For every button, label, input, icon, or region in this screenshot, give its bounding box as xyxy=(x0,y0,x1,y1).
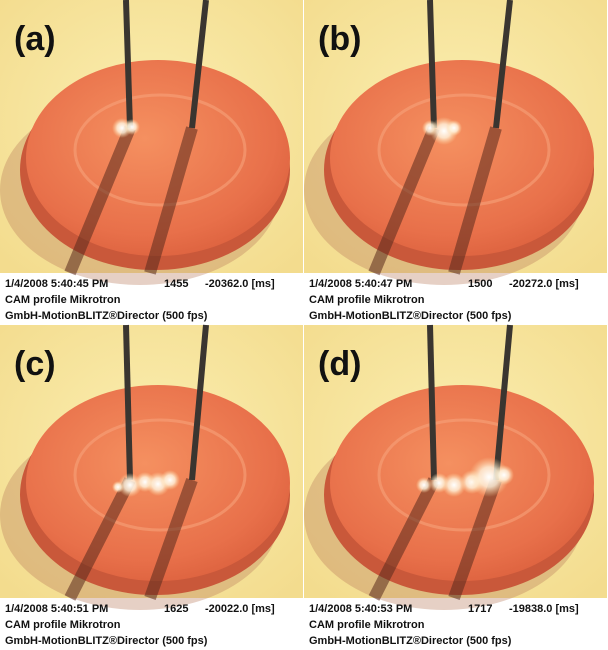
timestamp: 1/4/2008 5:40:51 PM xyxy=(5,603,108,615)
timestamp: 1/4/2008 5:40:47 PM xyxy=(309,278,412,290)
rod xyxy=(126,0,130,128)
panel: (d) 1/4/2008 5:40:53 PM 1717 -19838.0 [ms] C… xyxy=(304,325,607,647)
camera-line: GmbH-MotionBLITZ®Director (500 fps) xyxy=(5,635,208,647)
camera-line: CAM profile Mikrotron xyxy=(309,294,425,306)
time-offset: -20022.0 [ms] xyxy=(205,603,275,615)
panel: (b) 1/4/2008 5:40:47 PM 1500 -20272.0 [ms] C… xyxy=(304,0,607,322)
panel-label: (b) xyxy=(318,20,361,58)
frame-number: 1625 xyxy=(164,603,188,615)
rod xyxy=(126,325,130,480)
panel: (c) 1/4/2008 5:40:51 PM 1625 -20022.0 [ms] C… xyxy=(0,325,303,647)
camera-line: CAM profile Mikrotron xyxy=(309,619,425,631)
timestamp: 1/4/2008 5:40:45 PM xyxy=(5,278,108,290)
camera-line: GmbH-MotionBLITZ®Director (500 fps) xyxy=(5,310,208,322)
camera-line: GmbH-MotionBLITZ®Director (500 fps) xyxy=(309,310,512,322)
frame-number: 1455 xyxy=(164,278,188,290)
frame-number: 1500 xyxy=(468,278,492,290)
time-offset: -19838.0 [ms] xyxy=(509,603,579,615)
timestamp: 1/4/2008 5:40:53 PM xyxy=(309,603,412,615)
spark xyxy=(494,465,514,485)
camera-line: CAM profile Mikrotron xyxy=(5,294,121,306)
time-offset: -20362.0 [ms] xyxy=(205,278,275,290)
camera-line: GmbH-MotionBLITZ®Director (500 fps) xyxy=(309,635,512,647)
spark xyxy=(112,481,124,493)
spark xyxy=(446,120,462,136)
rod xyxy=(430,0,434,128)
time-offset: -20272.0 [ms] xyxy=(509,278,579,290)
panel-label: (d) xyxy=(318,345,361,383)
panel-label: (a) xyxy=(14,20,56,58)
figure: (a) 1/4/2008 5:40:45 PM 1455 -20362.0 [ms] C… xyxy=(0,0,608,650)
rod xyxy=(430,325,434,480)
panel-label: (c) xyxy=(14,345,56,383)
panel: (a) 1/4/2008 5:40:45 PM 1455 -20362.0 [ms] C… xyxy=(0,0,303,322)
frame-number: 1717 xyxy=(468,603,492,615)
spark xyxy=(124,119,140,135)
spark xyxy=(160,470,180,490)
camera-line: CAM profile Mikrotron xyxy=(5,619,121,631)
